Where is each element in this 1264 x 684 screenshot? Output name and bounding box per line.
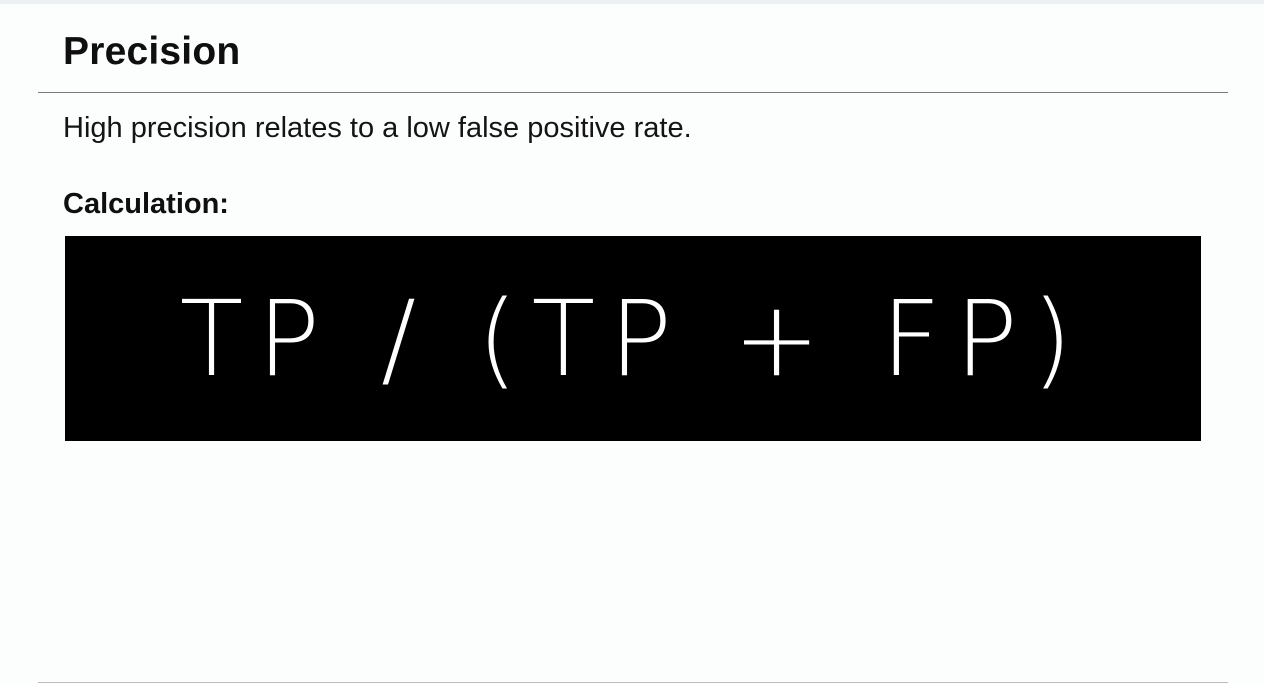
bottom-divider — [38, 682, 1228, 683]
slide-title: Precision — [63, 30, 241, 73]
calculation-label: Calculation: — [63, 188, 229, 220]
slide-description: High precision relates to a low false po… — [63, 112, 692, 144]
formula-image: TP / (TP + FP) — [65, 236, 1201, 441]
title-divider — [38, 92, 1228, 93]
top-edge-strip — [0, 0, 1264, 4]
formula-text: TP / (TP + FP) — [179, 277, 1087, 400]
